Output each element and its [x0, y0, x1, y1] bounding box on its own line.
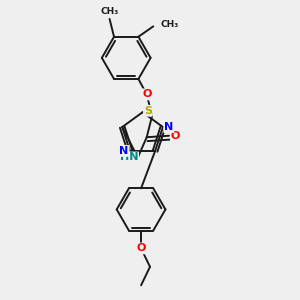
- Text: O: O: [142, 89, 152, 99]
- Text: HN: HN: [120, 152, 138, 162]
- Text: N: N: [164, 122, 173, 132]
- Text: O: O: [171, 131, 180, 141]
- Text: CH₃: CH₃: [100, 7, 119, 16]
- Text: O: O: [136, 243, 146, 254]
- Text: N: N: [119, 146, 129, 156]
- Text: CH₃: CH₃: [161, 20, 179, 29]
- Text: S: S: [144, 106, 152, 116]
